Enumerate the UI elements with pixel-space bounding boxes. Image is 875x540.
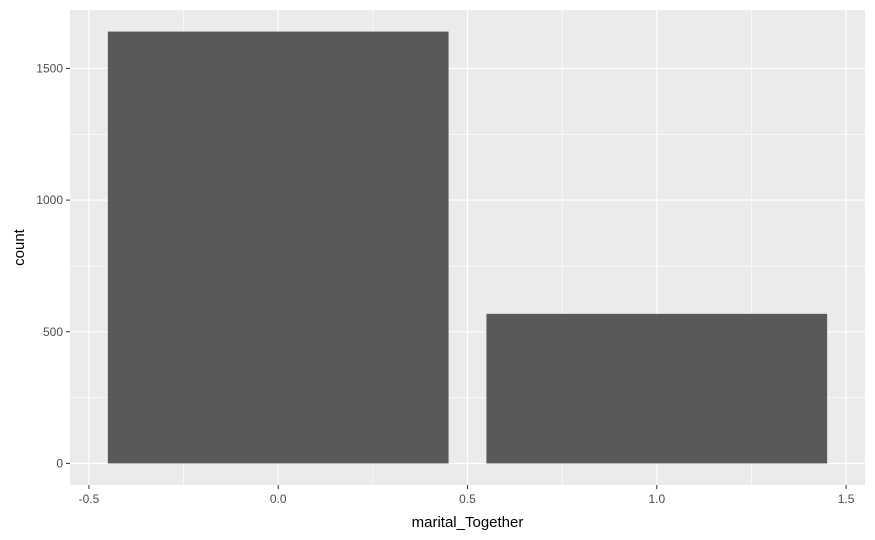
bar xyxy=(486,313,828,464)
bars xyxy=(107,31,828,464)
y-tick-label: 0 xyxy=(56,456,63,470)
x-tick-label: 1.5 xyxy=(838,492,855,506)
y-tick-label: 1500 xyxy=(36,61,63,75)
x-tick-label: 0.0 xyxy=(270,492,287,506)
y-tick-label: 500 xyxy=(43,325,63,339)
y-axis: 0 500 1000 1500 xyxy=(36,61,70,470)
y-axis-title: count xyxy=(11,228,28,266)
x-tick-label: 1.0 xyxy=(648,492,665,506)
x-axis: -0.5 0.0 0.5 1.0 1.5 xyxy=(79,485,855,506)
x-tick-label: -0.5 xyxy=(79,492,100,506)
bar xyxy=(107,31,449,464)
x-axis-title: marital_Together xyxy=(412,514,524,531)
y-tick-label: 1000 xyxy=(36,193,63,207)
x-tick-label: 0.5 xyxy=(459,492,476,506)
